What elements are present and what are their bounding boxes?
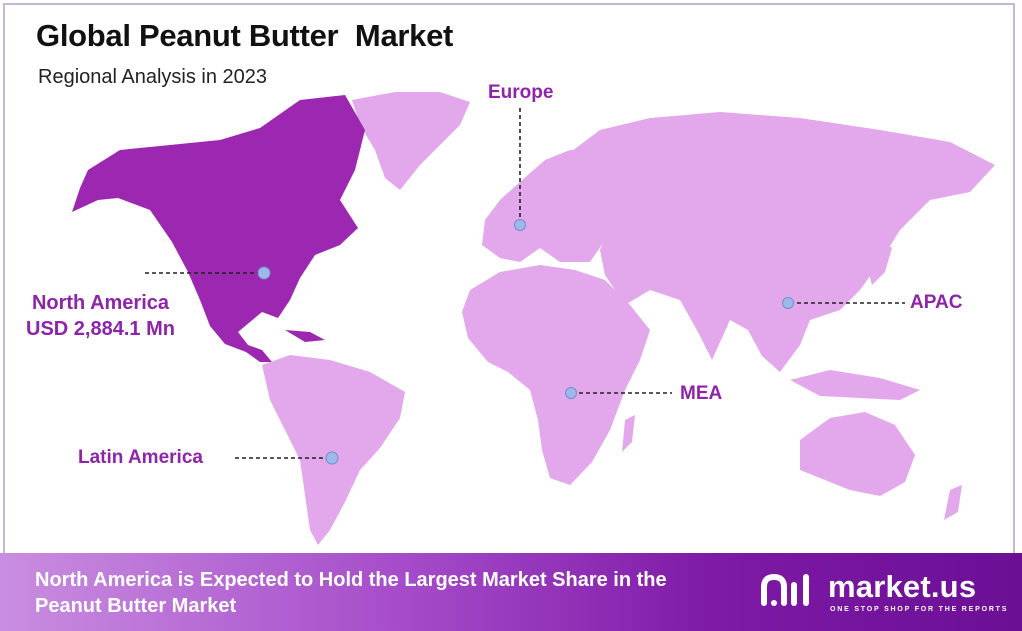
market-us-logo: market.us ONE STOP SHOP FOR THE REPORTS: [760, 567, 1010, 617]
page-subtitle: Regional Analysis in 2023: [38, 66, 268, 88]
europe-shape: [482, 150, 620, 262]
greenland-shape: [352, 92, 470, 190]
logo-mark-icon: [761, 573, 809, 606]
caribbean-shape: [285, 330, 325, 342]
australia-shape: [800, 412, 915, 496]
apac-marker: [782, 297, 794, 309]
latin-america-label: Latin America: [78, 447, 203, 468]
mea-label: MEA: [680, 383, 723, 404]
logo-name: market.us: [828, 569, 977, 604]
logo-tagline: ONE STOP SHOP FOR THE REPORTS: [830, 606, 1009, 613]
asia-shape: [560, 112, 995, 372]
south-america-shape: [262, 355, 405, 545]
new-zealand-shape: [944, 485, 962, 520]
north-america-marker: [257, 266, 271, 280]
page-title: Global Peanut Butter Market: [36, 18, 454, 53]
north-america-value: USD 2,884.1 Mn: [26, 318, 175, 340]
latin-america-marker: [325, 451, 339, 465]
north-america-label: North America USD 2,884.1 Mn: [26, 290, 175, 342]
japan-shape: [868, 240, 892, 285]
madagascar-shape: [622, 415, 635, 452]
north-america-shape: [72, 95, 365, 362]
north-america-name: North America: [31, 292, 170, 314]
southeast-asia-islands-shape: [790, 370, 920, 400]
apac-label: APAC: [910, 292, 963, 313]
europe-label: Europe: [488, 82, 554, 103]
footer-text: North America is Expected to Hold the La…: [35, 569, 667, 617]
europe-marker: [514, 219, 526, 231]
footer-banner: North America is Expected to Hold the La…: [0, 553, 1022, 631]
mea-marker: [565, 387, 577, 399]
africa-shape: [462, 265, 650, 485]
